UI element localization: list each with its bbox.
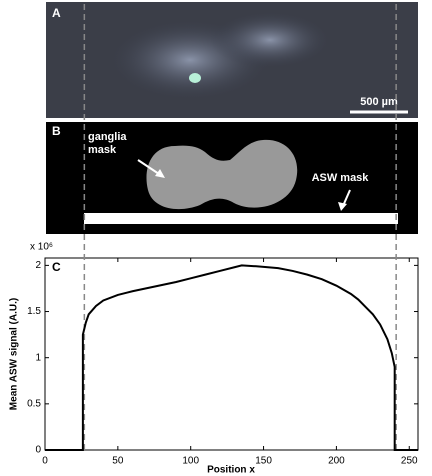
- x-tick-label: 200: [328, 456, 345, 467]
- scale-label: 500 µm: [360, 96, 398, 108]
- tissue: [210, 12, 330, 68]
- ganglia-label: ganglia mask: [88, 131, 127, 156]
- panel-label: C: [52, 260, 61, 274]
- asw-label: ASW mask: [312, 172, 370, 184]
- ganglia-mask: [146, 139, 298, 210]
- x-tick-label: 150: [255, 456, 272, 467]
- arrow-head: [155, 169, 165, 178]
- y-tick-label: 1.5: [27, 306, 41, 317]
- panel-label: B: [52, 124, 61, 138]
- y-tick-label: 0: [35, 445, 41, 456]
- y-tick-label: 2: [35, 260, 41, 271]
- y-multiplier: x 10⁶: [30, 242, 53, 253]
- x-axis-label: Position x: [207, 465, 255, 476]
- y-axis-label: Mean ASW signal (A.U.): [9, 298, 20, 410]
- plot-frame: [44, 257, 419, 451]
- arrow-head: [338, 202, 347, 211]
- asw-mask: [84, 213, 398, 224]
- x-tick-label: 100: [182, 456, 199, 467]
- arrow: [342, 189, 351, 207]
- x-tick-label: 0: [42, 456, 48, 467]
- y-tick-label: 0.5: [27, 398, 41, 409]
- signal-line: [45, 264, 418, 451]
- panel-label: A: [52, 6, 61, 20]
- x-tick-label: 250: [401, 456, 418, 467]
- y-tick-label: 1: [35, 352, 41, 363]
- bright-spot: [189, 73, 201, 83]
- x-tick-label: 50: [112, 456, 124, 467]
